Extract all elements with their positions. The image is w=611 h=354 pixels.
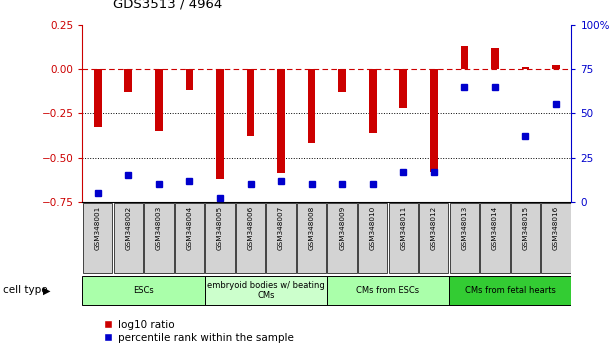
FancyBboxPatch shape xyxy=(449,276,571,305)
FancyBboxPatch shape xyxy=(175,203,204,273)
FancyBboxPatch shape xyxy=(114,203,143,273)
Bar xyxy=(277,69,285,173)
Text: GSM348001: GSM348001 xyxy=(95,206,101,250)
Bar xyxy=(552,65,560,69)
Text: GSM348002: GSM348002 xyxy=(125,206,131,250)
Bar xyxy=(369,69,376,133)
FancyBboxPatch shape xyxy=(297,203,326,273)
Bar xyxy=(186,69,193,90)
Legend: log10 ratio, percentile rank within the sample: log10 ratio, percentile rank within the … xyxy=(100,315,298,347)
Text: GDS3513 / 4964: GDS3513 / 4964 xyxy=(113,0,222,11)
FancyBboxPatch shape xyxy=(236,203,265,273)
FancyBboxPatch shape xyxy=(419,203,448,273)
FancyBboxPatch shape xyxy=(450,203,479,273)
Bar xyxy=(125,69,132,92)
Bar xyxy=(155,69,163,131)
FancyBboxPatch shape xyxy=(541,203,571,273)
FancyBboxPatch shape xyxy=(266,203,296,273)
Text: GSM348009: GSM348009 xyxy=(339,206,345,250)
Text: GSM348007: GSM348007 xyxy=(278,206,284,250)
Bar xyxy=(94,69,101,127)
Text: GSM348013: GSM348013 xyxy=(461,206,467,250)
FancyBboxPatch shape xyxy=(389,203,418,273)
Text: GSM348014: GSM348014 xyxy=(492,206,498,250)
FancyBboxPatch shape xyxy=(83,203,112,273)
FancyBboxPatch shape xyxy=(82,276,205,305)
Text: GSM348006: GSM348006 xyxy=(247,206,254,250)
Text: GSM348005: GSM348005 xyxy=(217,206,223,250)
Text: CMs from fetal hearts: CMs from fetal hearts xyxy=(465,286,555,295)
FancyBboxPatch shape xyxy=(144,203,174,273)
Text: cell type: cell type xyxy=(3,285,48,295)
Bar xyxy=(338,69,346,92)
Text: GSM348004: GSM348004 xyxy=(186,206,192,250)
Text: GSM348015: GSM348015 xyxy=(522,206,529,250)
Text: GSM348012: GSM348012 xyxy=(431,206,437,250)
Text: GSM348010: GSM348010 xyxy=(370,206,376,250)
FancyBboxPatch shape xyxy=(358,203,387,273)
Text: GSM348008: GSM348008 xyxy=(309,206,315,250)
Text: ▶: ▶ xyxy=(43,285,50,295)
Text: GSM348011: GSM348011 xyxy=(400,206,406,250)
Bar xyxy=(216,69,224,179)
FancyBboxPatch shape xyxy=(511,203,540,273)
FancyBboxPatch shape xyxy=(327,276,449,305)
FancyBboxPatch shape xyxy=(205,203,235,273)
FancyBboxPatch shape xyxy=(327,203,357,273)
Bar xyxy=(522,67,529,69)
FancyBboxPatch shape xyxy=(480,203,510,273)
Text: GSM348016: GSM348016 xyxy=(553,206,559,250)
Bar xyxy=(461,46,468,69)
Text: embryoid bodies w/ beating
CMs: embryoid bodies w/ beating CMs xyxy=(207,281,324,300)
Text: CMs from ESCs: CMs from ESCs xyxy=(356,286,420,295)
Bar xyxy=(308,69,315,143)
Text: GSM348003: GSM348003 xyxy=(156,206,162,250)
Bar xyxy=(247,69,254,136)
Text: ESCs: ESCs xyxy=(133,286,154,295)
Bar xyxy=(400,69,407,108)
Bar xyxy=(430,69,437,172)
Bar xyxy=(491,48,499,69)
FancyBboxPatch shape xyxy=(205,276,327,305)
